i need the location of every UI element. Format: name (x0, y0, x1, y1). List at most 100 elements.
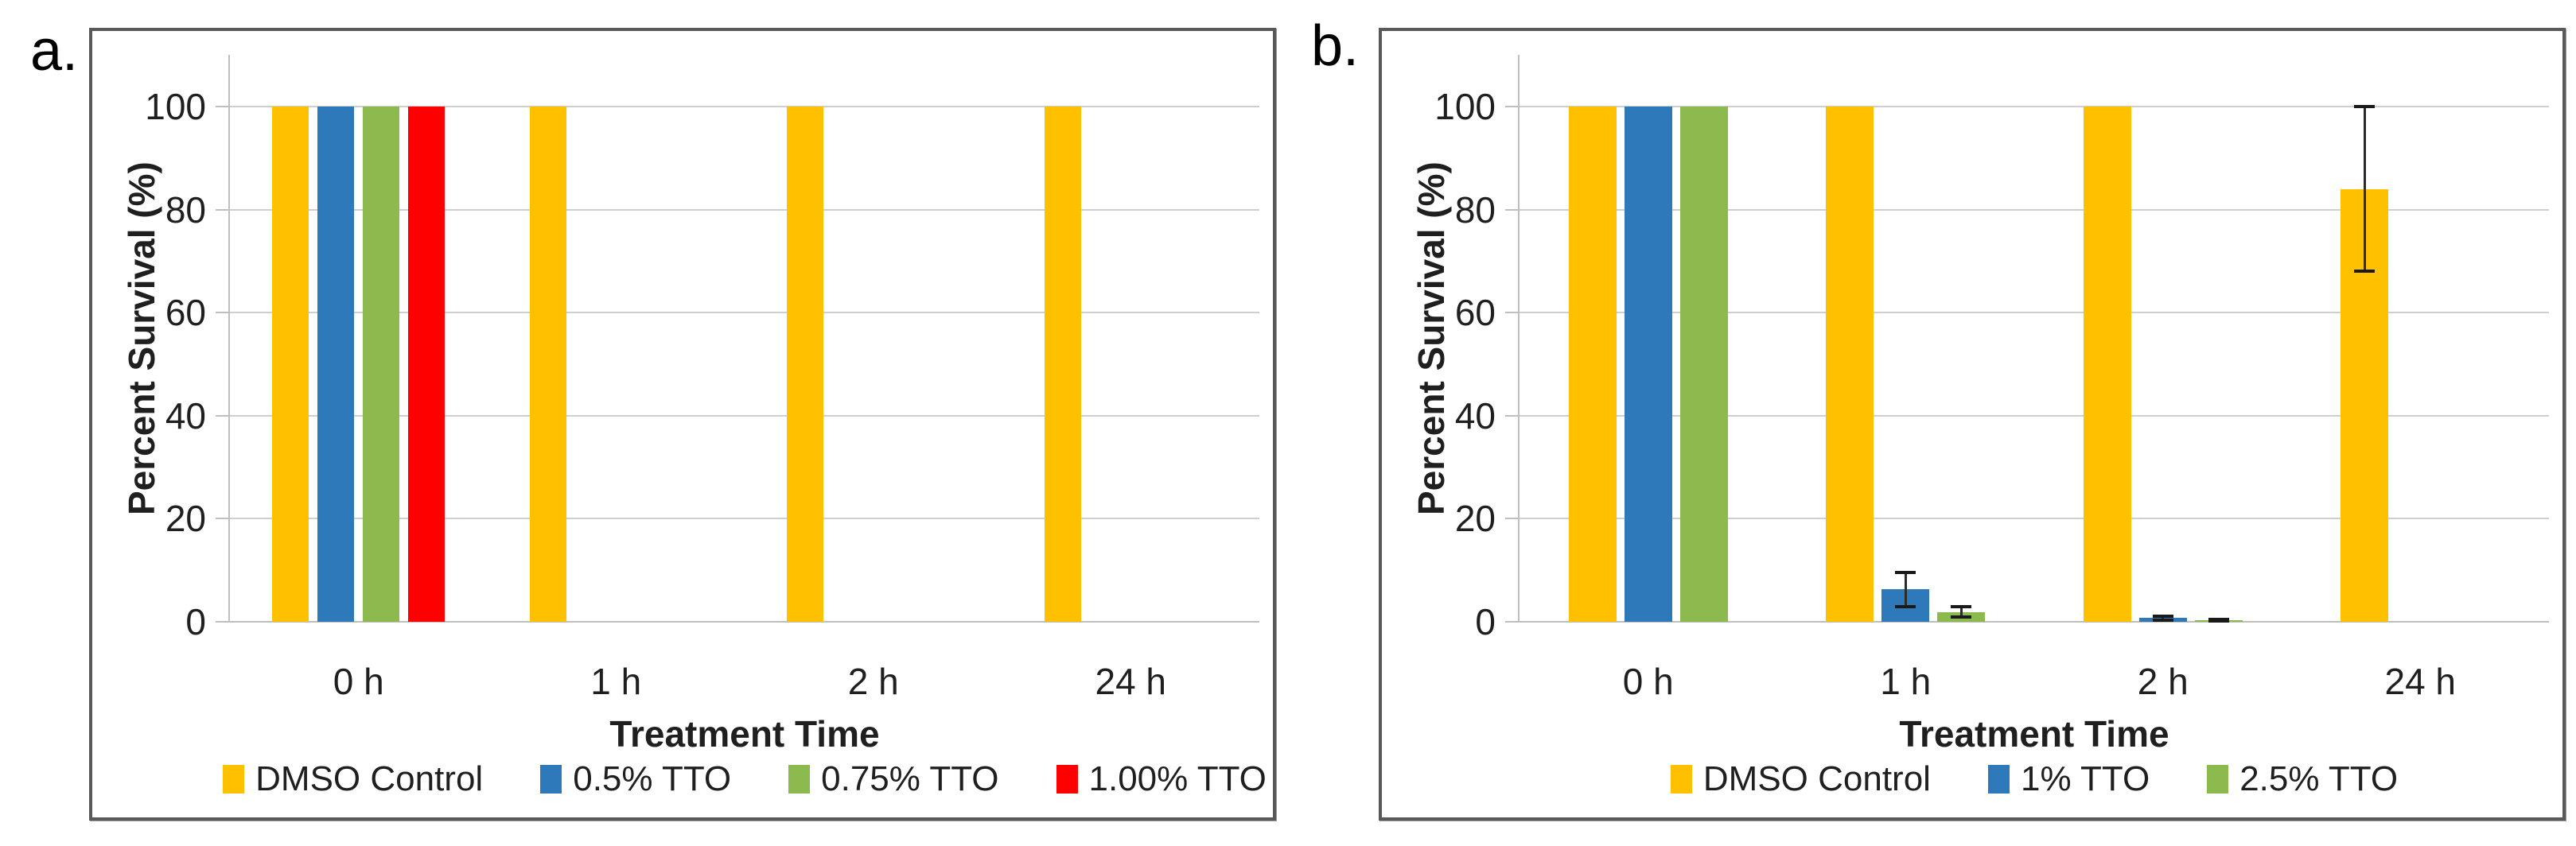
bar-DMSO-Control-1h (529, 107, 566, 622)
bar-DMSO-Control-1h (1826, 107, 1874, 622)
panel-b-label: b. (1311, 14, 1360, 78)
x-tick-label-1h: 1 h (1880, 661, 1932, 702)
error-bar-line (1904, 572, 1907, 607)
bar-fill (787, 107, 824, 622)
y-tick-mark-20 (216, 518, 230, 520)
bar-0-75-TTO-0h (363, 107, 400, 622)
bar-2-5-TTO-2h (2194, 617, 2243, 623)
legend-label: 0.75% TTO (821, 759, 999, 798)
bar-1-TTO-0h (1624, 107, 1672, 622)
gridline-80 (230, 208, 1259, 211)
y-tick-mark-60 (216, 312, 230, 314)
x-tick-label-0h: 0 h (1622, 661, 1674, 702)
bar-group-24h (2292, 55, 2550, 622)
y-tick-label-80: 80 (1454, 188, 1496, 231)
legend-label: 2.5% TTO (2239, 759, 2399, 798)
bar-fill (1568, 107, 1617, 622)
bar-DMSO-Control-24h (1044, 107, 1081, 622)
legend-swatch (1987, 765, 2010, 794)
error-bar-cap-bottom (1951, 615, 1972, 619)
bar-groups (1520, 55, 2550, 623)
y-tick-mark-100 (216, 106, 230, 107)
y-tick-label-60: 60 (1454, 292, 1496, 334)
x-tick-label-2h: 2 h (2137, 661, 2189, 702)
bar-fill (1679, 107, 1728, 622)
bar-1-TTO-1h (1881, 570, 1930, 622)
x-tick-label-2h: 2 h (847, 661, 899, 702)
legend-label: 0.5% TTO (573, 759, 732, 798)
gridline-40 (1520, 414, 2549, 417)
bar-0-5-TTO-0h (317, 107, 355, 622)
legend: DMSO Control 1% TTO 2.5% TTO (1520, 759, 2549, 799)
error-bar-cap-top (2152, 614, 2173, 618)
bar-group-1h (1777, 55, 2035, 622)
bar-fill (1044, 107, 1081, 622)
bar-2-5-TTO-1h (1937, 605, 1986, 622)
y-tick-label-0: 0 (1475, 601, 1496, 642)
gridline-60 (1520, 312, 2549, 314)
bar-1-00-TTO-0h (408, 107, 446, 622)
y-axis-line (1518, 55, 1520, 622)
bar-DMSO-Control-2h (787, 107, 824, 622)
legend-label: DMSO Control (255, 759, 484, 798)
x-axis-title: Treatment Time (1899, 713, 2169, 755)
legend-label: DMSO Control (1702, 759, 1931, 798)
legend-swatch (223, 765, 245, 794)
legend-item-1-00-TTO: 1.00% TTO (1056, 759, 1267, 799)
legend-swatch (788, 765, 811, 794)
bar-DMSO-Control-0h (272, 107, 309, 622)
y-tick-label-100: 100 (145, 86, 206, 127)
bar-group-24h (1002, 55, 1260, 622)
y-axis-line (228, 55, 230, 622)
bar-2-5-TTO-0h (1679, 107, 1728, 622)
error-bar-cap-top (1895, 570, 1916, 574)
bar-fill (1826, 107, 1874, 622)
x-tick-label-24h: 24 h (2384, 661, 2457, 702)
y-tick-mark-40 (216, 414, 230, 417)
bar-DMSO-Control-2h (2083, 107, 2131, 622)
bar-group-0h (1520, 55, 1777, 622)
bar-fill (317, 107, 355, 622)
error-bar-line (2363, 107, 2366, 272)
y-tick-label-80: 80 (165, 188, 206, 231)
error-bar-cap-top (2208, 617, 2229, 621)
x-tick-label-0h: 0 h (333, 661, 384, 702)
error-bar-cap-top (2354, 105, 2376, 108)
legend: DMSO Control 0.5% TTO 0.75% TTO 1.00% TTO (223, 759, 1267, 799)
y-tick-mark-80 (216, 208, 230, 211)
error-bar-cap-top (1951, 605, 1972, 609)
error-bar-cap-bottom (1895, 604, 1916, 608)
legend-item-2-5-TTO: 2.5% TTO (2207, 759, 2398, 799)
bar-fill (408, 107, 446, 622)
legend-swatch (1670, 765, 1692, 794)
gridline-0 (1520, 621, 2549, 623)
bar-fill (2083, 107, 2131, 622)
bar-group-2h (745, 55, 1002, 622)
y-tick-label-20: 20 (165, 498, 206, 540)
legend-swatch (540, 765, 562, 794)
plot-area: 0 20 40 60 80 100 0 h 1 h 2 h 24 h (1434, 55, 2550, 702)
y-tick-mark-60 (1505, 312, 1520, 314)
bar-fill (272, 107, 309, 622)
legend-item-1-TTO: 1% TTO (1987, 759, 2150, 799)
error-bar-cap-bottom (2354, 270, 2376, 274)
gridline-80 (1520, 208, 2549, 211)
bar-groups (230, 55, 1259, 622)
gridline-40 (230, 414, 1259, 417)
y-tick-label-40: 40 (1454, 394, 1496, 437)
bar-fill (1624, 107, 1672, 622)
y-tick-mark-80 (1505, 208, 1520, 211)
gridline-100 (1520, 106, 2549, 107)
y-tick-mark-20 (1505, 518, 1520, 520)
y-tick-label-0: 0 (185, 601, 206, 642)
bar-group-2h (2034, 55, 2292, 623)
panel-a-label: a. (30, 19, 79, 83)
legend-item-DMSO-Control: DMSO Control (1670, 759, 1931, 799)
error-bar-cap-bottom (2208, 619, 2229, 623)
y-tick-mark-0 (216, 621, 230, 623)
gridline-0 (230, 621, 1259, 623)
x-tick-label-24h: 24 h (1095, 661, 1167, 702)
x-tick-label-1h: 1 h (590, 661, 642, 702)
